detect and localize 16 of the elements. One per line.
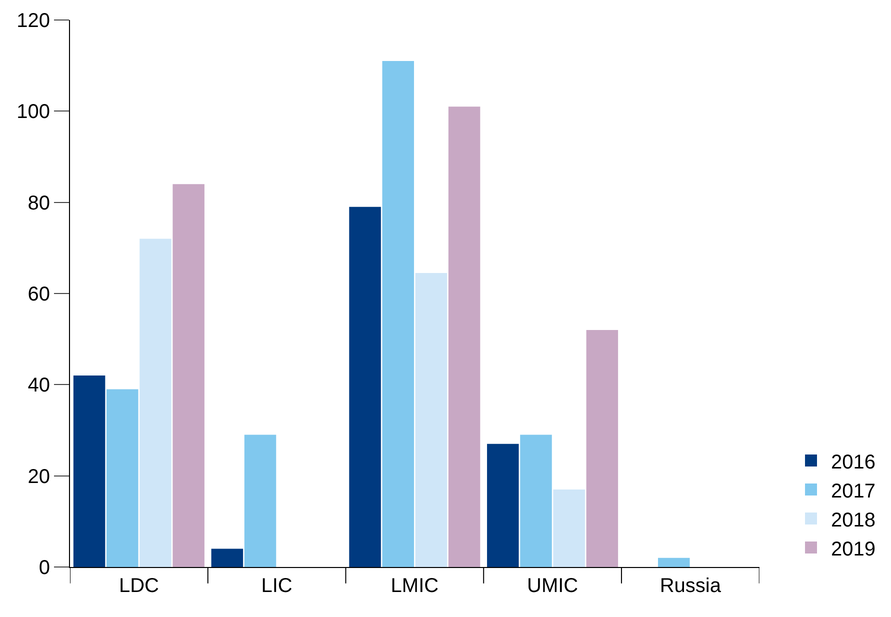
y-tick-label: 100 <box>16 101 50 124</box>
x-tick-label: Russia <box>660 575 722 597</box>
legend-label: 2018 <box>831 509 876 532</box>
legend-label: 2019 <box>831 538 876 560</box>
legend-label: 2017 <box>831 480 876 502</box>
y-tick-label: 120 <box>16 10 50 32</box>
y-tick-label: 40 <box>28 374 50 397</box>
x-tick-label: LMIC <box>390 575 439 597</box>
y-tick-label: 0 <box>38 557 50 579</box>
x-tick-label: LIC <box>261 575 292 597</box>
x-tick-label: LDC <box>118 575 159 597</box>
y-tick-label: 20 <box>28 466 50 488</box>
legend-label: 2016 <box>831 451 876 474</box>
y-tick-label: 80 <box>28 192 50 214</box>
x-tick-label: UMIC <box>526 575 578 597</box>
y-tick-label: 60 <box>28 284 50 306</box>
